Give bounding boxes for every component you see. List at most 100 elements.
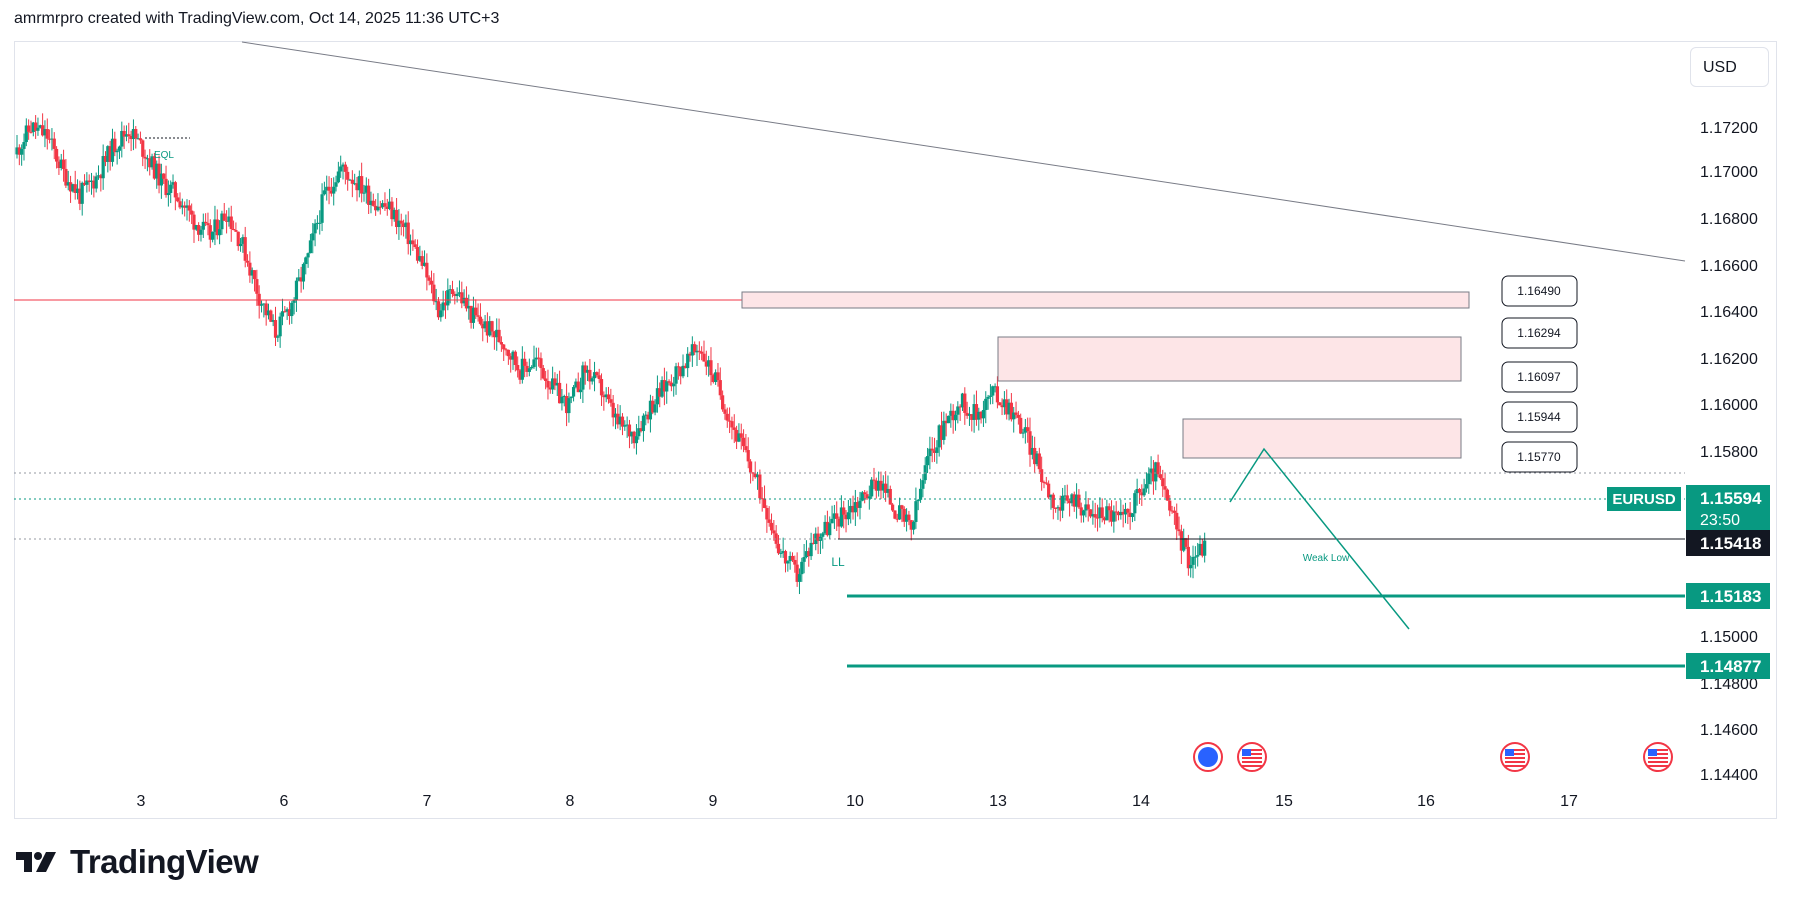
- candle-body: [215, 219, 219, 236]
- candle-body: [129, 135, 133, 140]
- candle-body: [1140, 492, 1144, 496]
- candle-body: [197, 225, 201, 235]
- candle-body: [350, 179, 354, 184]
- candle-body: [772, 530, 776, 534]
- candle-body: [171, 182, 175, 185]
- candle-body: [658, 388, 662, 397]
- zone-price-label: 1.15944: [1517, 410, 1561, 424]
- candle-body: [960, 393, 965, 408]
- candle-body: [301, 264, 306, 282]
- candle-body: [790, 555, 795, 560]
- price-tick-label: 1.16200: [1700, 351, 1758, 368]
- tradingview-logo-text: TradingView: [70, 843, 259, 880]
- candle-body: [737, 433, 741, 442]
- candle-body: [716, 372, 720, 381]
- candle-body: [78, 188, 82, 204]
- candle-body: [1128, 512, 1132, 517]
- candle-body: [1058, 507, 1062, 511]
- candle-body: [385, 206, 389, 209]
- candle-body: [1079, 507, 1083, 516]
- candle-body: [504, 349, 508, 351]
- candle-body: [471, 307, 476, 323]
- candle-body: [956, 406, 960, 415]
- candle-body: [173, 182, 177, 198]
- candle-body: [499, 342, 503, 345]
- candle-body: [702, 353, 706, 362]
- candle-body: [828, 523, 832, 536]
- candle-body: [1005, 399, 1009, 415]
- time-tick-label: 14: [1132, 793, 1150, 810]
- candle-body: [427, 277, 431, 281]
- candle-body: [981, 409, 986, 419]
- candle-body: [248, 262, 252, 276]
- candle-body: [278, 316, 282, 337]
- candle-body: [176, 197, 180, 202]
- candle-body: [1098, 507, 1102, 519]
- candle-body: [513, 351, 517, 366]
- candle-body: [255, 279, 259, 294]
- candle-body: [1028, 431, 1032, 455]
- candle-body: [571, 387, 576, 397]
- candle-body: [730, 421, 734, 428]
- candle-body: [1009, 402, 1013, 420]
- candle-body: [224, 220, 229, 222]
- candle-body: [1156, 462, 1160, 475]
- candle-body: [192, 214, 196, 230]
- candle-body: [159, 173, 163, 186]
- candle-body: [206, 223, 210, 226]
- candle-body: [183, 205, 187, 208]
- candle-body: [199, 229, 203, 235]
- candle-body: [360, 176, 364, 194]
- candle-body: [907, 514, 911, 521]
- zone-price-label: 1.16294: [1517, 326, 1561, 340]
- candle-body: [1093, 514, 1097, 518]
- candle-body: [972, 404, 976, 420]
- candle-body: [1002, 399, 1006, 408]
- candle-body: [455, 293, 459, 297]
- candle-body: [343, 164, 347, 172]
- candle-body: [998, 402, 1002, 406]
- candle-body: [357, 176, 361, 191]
- candle-body: [1051, 494, 1055, 508]
- candle-body: [383, 203, 387, 207]
- time-tick-label: 17: [1560, 793, 1578, 810]
- candle-body: [800, 561, 804, 575]
- candle-body: [231, 228, 236, 231]
- candle-body: [637, 428, 641, 437]
- candle-body: [884, 483, 888, 493]
- candle-body: [711, 375, 715, 382]
- candle-body: [942, 420, 946, 440]
- candle-body: [1126, 508, 1130, 513]
- candle-body: [837, 518, 841, 527]
- candle-body: [758, 474, 762, 499]
- candle-body: [311, 233, 315, 241]
- candle-body: [141, 140, 145, 157]
- candle-body: [54, 148, 59, 162]
- candle-body: [867, 496, 871, 499]
- candle-body: [397, 220, 401, 227]
- candle-body: [646, 414, 650, 420]
- candle-body: [611, 402, 615, 418]
- candle-body: [746, 450, 750, 462]
- candle-body: [567, 398, 571, 414]
- candle-body: [15, 147, 19, 155]
- currency-button[interactable]: USD: [1690, 47, 1769, 87]
- candle-body: [1196, 555, 1200, 557]
- us-flag-canton: [1505, 749, 1514, 756]
- candle-body: [294, 280, 299, 301]
- candle-body: [492, 331, 496, 338]
- candle-body: [162, 173, 166, 179]
- candle-body: [1116, 512, 1121, 516]
- candle-body: [378, 206, 382, 208]
- candle-body: [329, 190, 333, 194]
- candle-body: [57, 161, 61, 169]
- candle-body: [846, 512, 850, 520]
- candle-body: [914, 501, 918, 522]
- candle-body: [66, 182, 70, 186]
- candle-body: [450, 289, 455, 295]
- candle-body: [120, 130, 124, 147]
- price-axis: 1.17200 1.17000 1.16800 1.16600 1.16400 1.162…: [1607, 120, 1770, 784]
- candle-body: [52, 138, 56, 149]
- weak-low-label: Weak Low: [1303, 553, 1350, 564]
